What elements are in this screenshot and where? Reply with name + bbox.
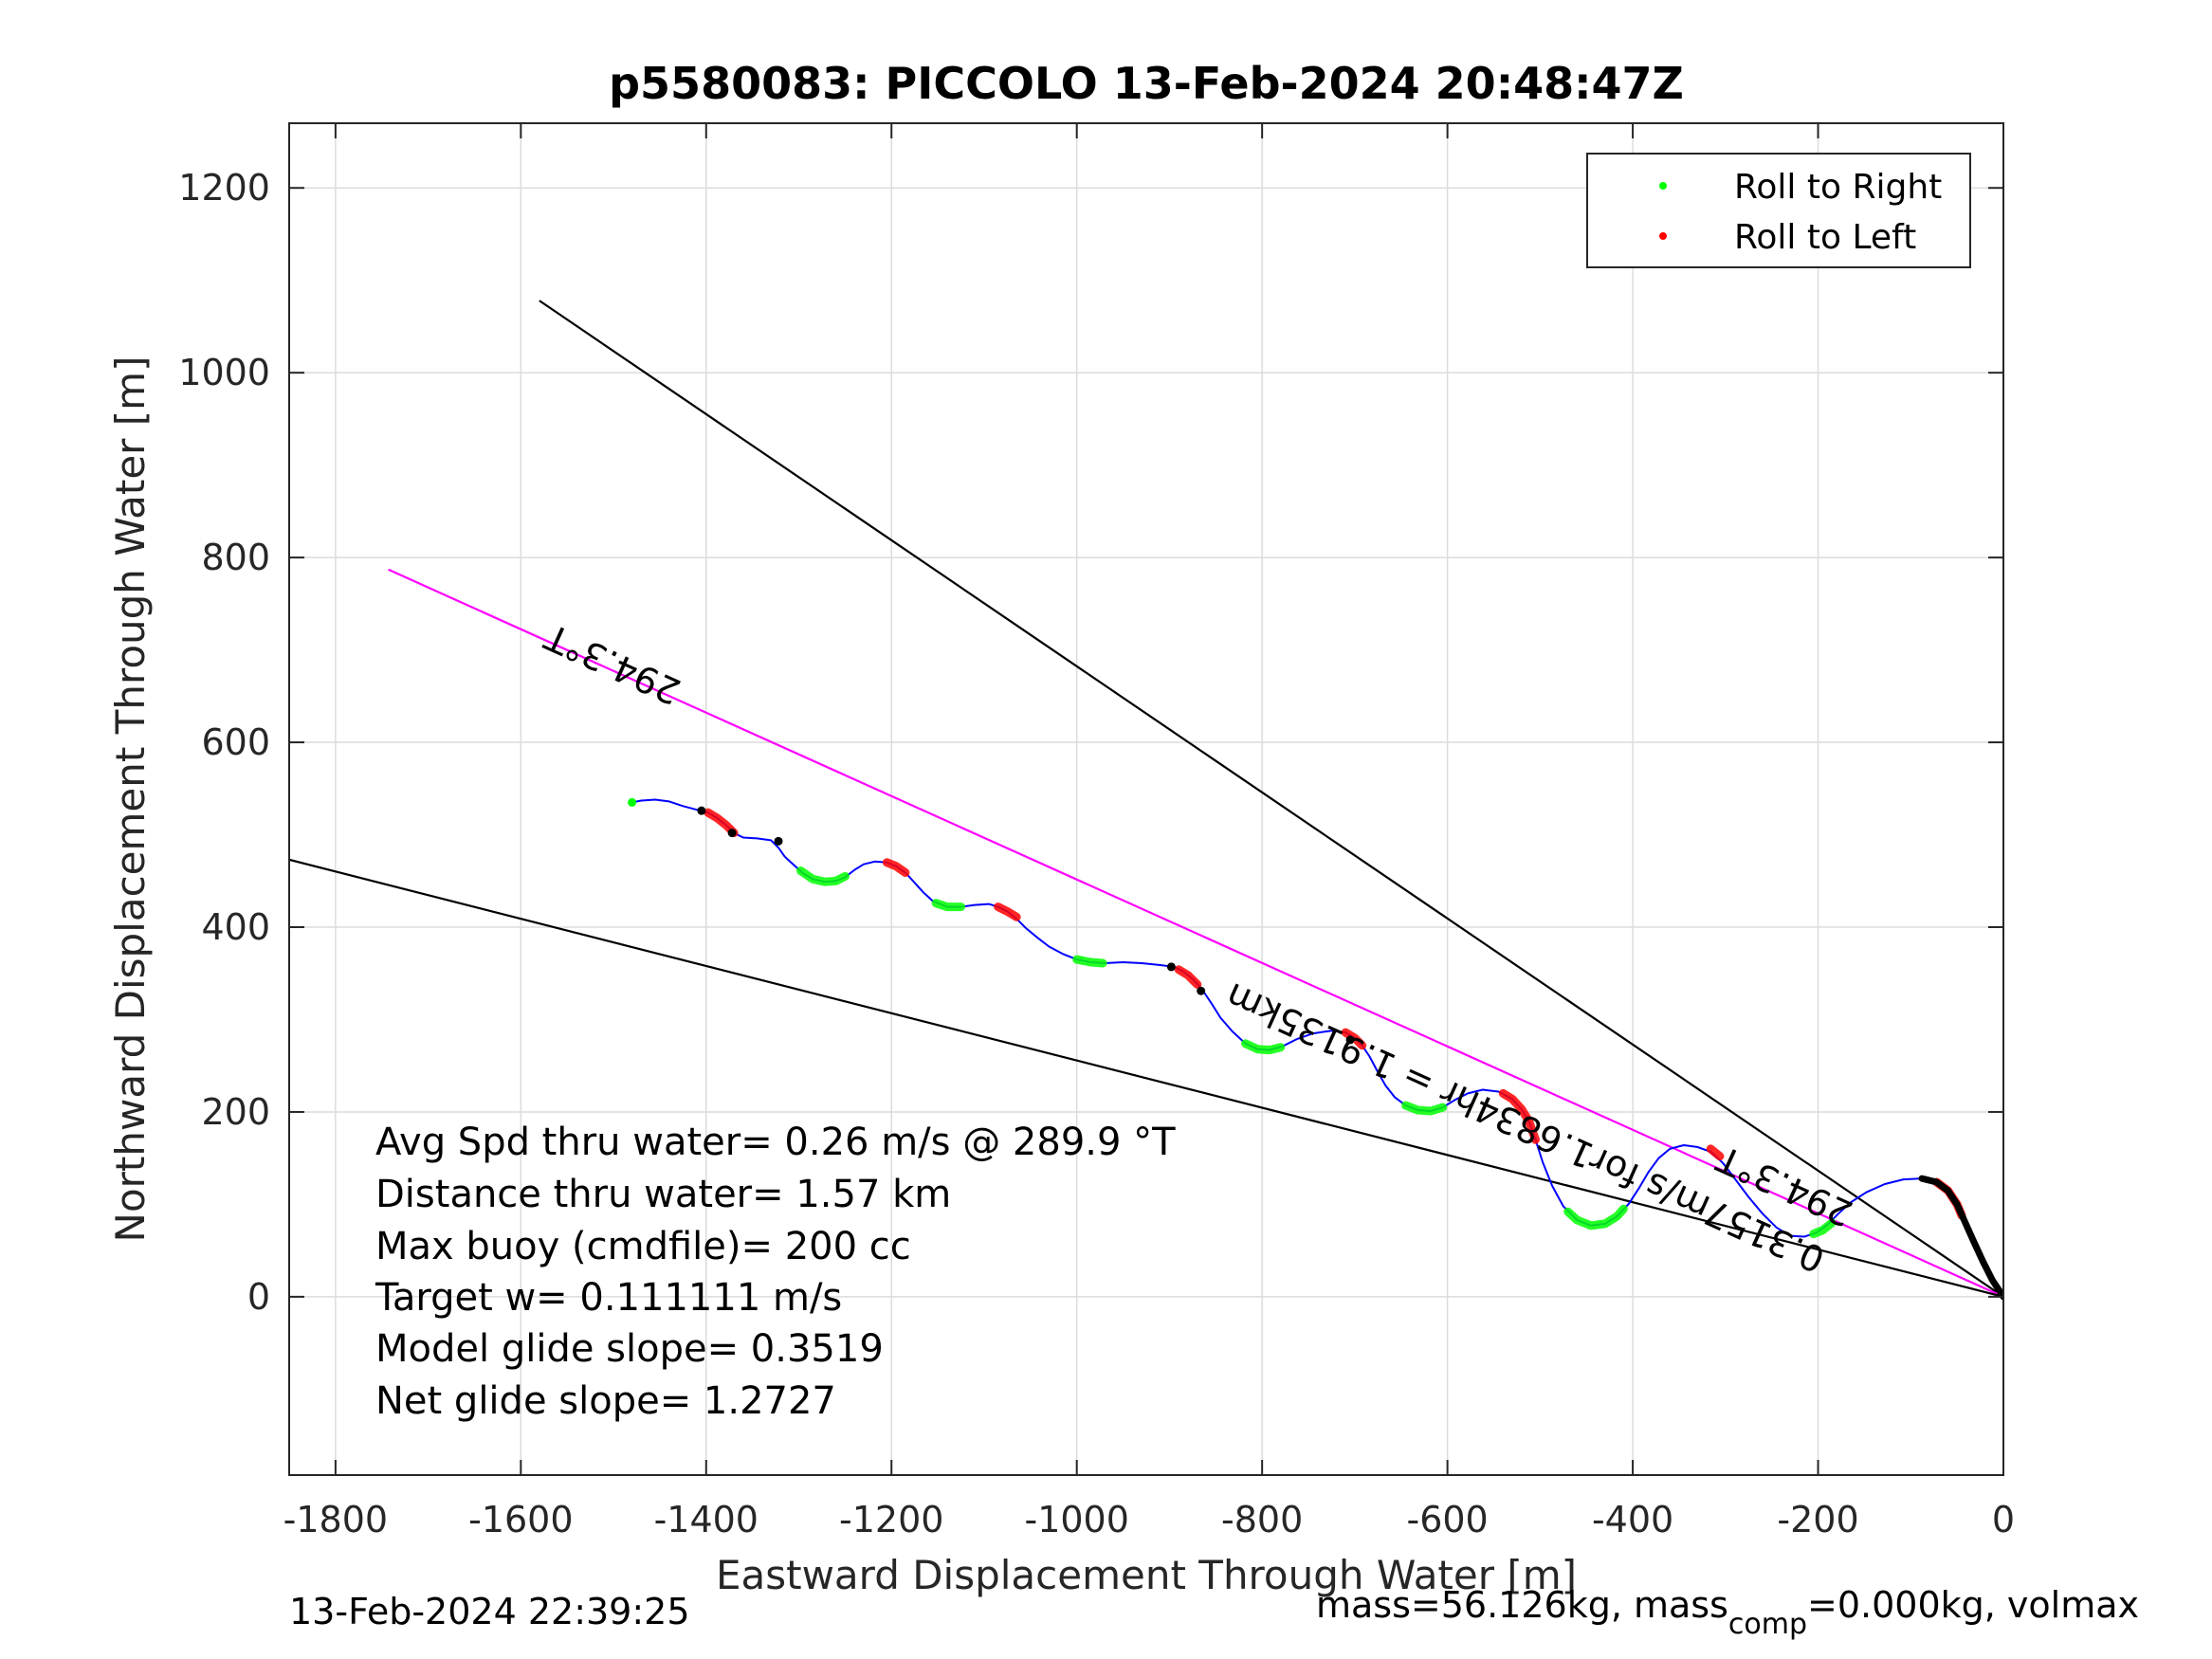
start-marker (628, 797, 637, 807)
y-axis-ticks: 0 200 400 600 800 1000 1200 (178, 167, 2003, 1318)
roll-right-segment (796, 866, 850, 886)
legend-box (1586, 153, 1971, 268)
stats-block: Avg Spd thru water= 0.26 m/s @ 289.9 °T … (375, 1121, 1176, 1423)
heading-line (388, 568, 2003, 1298)
roll-left-segment (1498, 1088, 1540, 1144)
stat-net-glide-slope: Net glide slope= 1.2727 (375, 1379, 836, 1423)
stat-avg-speed: Avg Spd thru water= 0.26 m/s @ 289.9 °T (375, 1121, 1176, 1164)
footer-mass-rest: =0.000kg, volmax (1807, 1584, 2139, 1626)
y-tick-label: 200 (201, 1091, 270, 1133)
roll-left-segment (1174, 965, 1202, 989)
legend-marker-roll-left (1659, 232, 1667, 240)
stat-target-w: Target w= 0.111111 m/s (375, 1276, 842, 1320)
roll-right-segment (1563, 1204, 1628, 1231)
x-tick-label: -200 (1777, 1499, 1858, 1540)
x-tick-label: -1600 (468, 1499, 573, 1540)
black-mark (1197, 986, 1206, 995)
y-tick-label: 1000 (178, 352, 270, 393)
heading-line (289, 858, 2003, 1298)
roll-left-segment (1341, 1028, 1367, 1050)
y-axis-label: Northward Displacement Through Water [m] (107, 356, 154, 1243)
heading-line (539, 300, 2003, 1298)
y-tick-label: 600 (201, 721, 270, 763)
black-mark (727, 829, 737, 838)
stat-model-glide-slope: Model glide slope= 0.3519 (375, 1327, 884, 1371)
footer-mass-info: mass=56.126kg, masscomp=0.000kg, volmax (1316, 1584, 2139, 1641)
black-mark (697, 806, 706, 815)
black-mark (774, 836, 783, 846)
y-tick-label: 0 (247, 1276, 270, 1318)
roll-left-segment (882, 858, 910, 877)
grid-lines (289, 123, 2004, 1475)
footer-mass: mass=56.126kg, mass (1316, 1584, 1728, 1626)
x-tick-label: -600 (1406, 1499, 1488, 1540)
roll-right-segment (1809, 1218, 1837, 1239)
x-axis-ticks: -1800 -1600 -1400 -1200 -1000 -800 -600 -400 -20… (283, 123, 2015, 1540)
stat-max-buoy: Max buoy (cmdfile)= 200 cc (375, 1225, 911, 1268)
heading-lines (289, 300, 2003, 1298)
x-tick-label: -800 (1221, 1499, 1303, 1540)
x-tick-label: -1200 (839, 1499, 943, 1540)
chart-title: p5580083: PICCOLO 13-Feb-2024 20:48:47Z (609, 58, 1684, 109)
roll-layer (628, 797, 2003, 1301)
stat-distance: Distance thru water= 1.57 km (375, 1173, 951, 1216)
footer-timestamp: 13-Feb-2024 22:39:25 (289, 1591, 690, 1632)
legend-marker-roll-right (1659, 182, 1667, 190)
roll-right-segment (931, 899, 965, 912)
x-tick-label: -1000 (1024, 1499, 1128, 1540)
plot-area-background (289, 123, 2003, 1475)
black-mark (1345, 1035, 1355, 1045)
y-tick-label: 800 (201, 537, 270, 578)
final-descent-segment (1918, 1175, 2003, 1301)
legend-label-roll-right: Roll to Right (1734, 168, 1942, 207)
roll-right-segment (1241, 1039, 1286, 1055)
roll-left-segment (1706, 1144, 1725, 1161)
roll-right-segment (1401, 1101, 1448, 1116)
x-tick-label: -400 (1592, 1499, 1673, 1540)
roll-left-segment (994, 902, 1021, 921)
y-tick-label: 1200 (178, 167, 270, 209)
x-tick-label: -1400 (654, 1499, 759, 1540)
x-tick-label: -1800 (283, 1499, 388, 1540)
legend: Roll to Right Roll to Left (1586, 153, 1971, 268)
roll-right-segment (1072, 955, 1107, 968)
axes-box (288, 122, 2004, 1476)
legend-label-roll-left: Roll to Left (1734, 218, 1916, 257)
black-mark (1166, 962, 1176, 972)
x-axis-label: Eastward Displacement Through Water [m] (716, 1552, 1577, 1598)
y-tick-label: 400 (201, 906, 270, 948)
x-tick-label: 0 (1992, 1499, 2015, 1540)
footer-mass-sub: comp (1728, 1608, 1807, 1641)
